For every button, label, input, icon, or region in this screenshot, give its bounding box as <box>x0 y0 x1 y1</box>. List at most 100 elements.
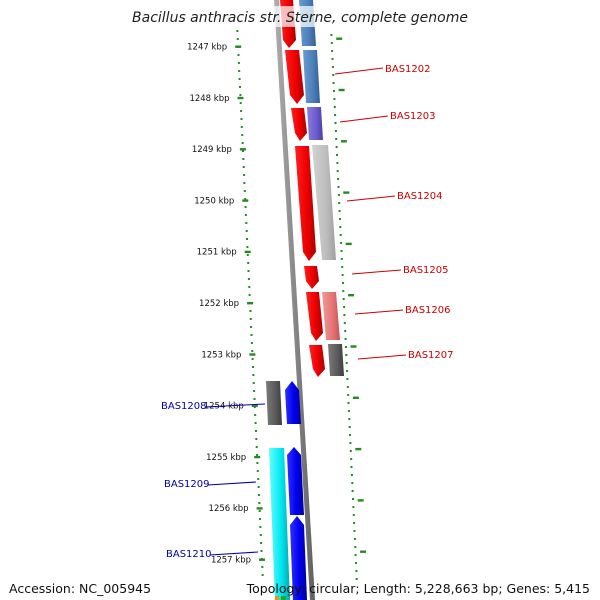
ruler-dot <box>239 94 242 96</box>
feature-block <box>303 50 320 103</box>
gene-label[interactable]: BAS1204 <box>397 191 443 202</box>
ruler-dot <box>350 458 353 460</box>
ruler-dot <box>341 266 344 268</box>
ruler-dot <box>256 470 259 472</box>
ruler-dot <box>339 234 342 236</box>
ruler-dot <box>344 338 347 340</box>
ruler-dot <box>355 570 358 572</box>
ruler-dot <box>352 514 355 516</box>
gene-label[interactable]: BAS1206 <box>405 305 451 316</box>
ruler-dot <box>259 534 262 536</box>
ruler-dot <box>248 286 251 288</box>
ruler-dot <box>237 54 240 56</box>
ruler-dot <box>244 198 247 200</box>
ruler: 1247 kbp 1248 kbp 1249 kbp 1250 kbp 1251 kbp… <box>187 37 367 566</box>
ruler-dot <box>240 126 243 128</box>
gene-label[interactable]: BAS1210 <box>166 549 212 560</box>
ruler-dot <box>352 498 354 500</box>
ruler-dot <box>347 394 350 396</box>
ruler-dot <box>251 358 254 360</box>
ruler-tick-mark <box>340 140 347 143</box>
ruler-tick-mark <box>357 499 364 502</box>
gene-leader-line <box>354 309 404 315</box>
ruler-tick-mark <box>237 96 244 100</box>
ruler-dot <box>333 98 336 100</box>
ruler-dot <box>332 82 335 84</box>
ruler-dot <box>257 494 260 496</box>
ruler-dot <box>260 550 263 552</box>
ruler-dot <box>350 466 353 468</box>
ruler-dot <box>347 402 350 404</box>
ruler-dot <box>348 426 351 428</box>
gene-label[interactable]: BAS1207 <box>408 350 454 361</box>
ruler-dot <box>250 326 253 328</box>
ruler-dot <box>254 422 257 424</box>
ruler-dot <box>247 278 250 280</box>
ruler-dot <box>333 106 336 108</box>
ruler-tick-mark <box>352 396 359 399</box>
gene-label[interactable]: BAS1209 <box>164 479 210 490</box>
ruler-dot <box>342 282 344 284</box>
ruler-dot <box>246 238 248 240</box>
ruler-dot <box>252 366 254 368</box>
ruler-dot <box>261 574 264 576</box>
ruler-dot <box>334 122 337 124</box>
ruler-dot <box>355 578 358 580</box>
gene-label[interactable]: BAS1203 <box>390 111 436 122</box>
ruler-dot <box>336 170 339 172</box>
cds-arrow <box>285 381 301 424</box>
ruler-dot <box>243 174 246 176</box>
ruler-dot <box>238 70 241 72</box>
ruler-dot <box>236 38 239 40</box>
ruler-dot <box>342 298 345 300</box>
cds-arrow <box>287 447 304 515</box>
ruler-dot <box>261 566 264 568</box>
ruler-dot <box>259 518 261 520</box>
ruler-tick-mark <box>355 447 362 451</box>
ruler-dot <box>340 242 343 244</box>
ruler-tick-mark <box>235 45 242 48</box>
cds-arrow <box>291 108 307 141</box>
ruler-dot <box>258 510 261 512</box>
ruler-dot <box>253 390 256 392</box>
ruler-dot <box>246 246 249 248</box>
ruler-dot <box>255 446 258 448</box>
feature-block <box>312 145 336 260</box>
cds-arrow <box>290 516 307 600</box>
ruler-dot <box>250 342 253 344</box>
ruler-dotted-line-right <box>330 34 358 580</box>
ruler-dot <box>355 562 357 564</box>
ruler-dot <box>331 66 334 68</box>
gene-leader-line <box>351 269 402 275</box>
ruler-tick-mark <box>244 250 251 254</box>
ruler-tick-label: 1252 kbp <box>199 299 239 309</box>
feature-block <box>322 292 340 340</box>
gene-label[interactable]: BAS1208 <box>161 401 207 412</box>
ruler-tick-label: 1254 kbp <box>204 402 244 412</box>
ruler-tick-mark <box>343 191 350 194</box>
ruler-dot <box>250 334 253 336</box>
ruler-dot <box>252 382 255 384</box>
ruler-tick-mark <box>348 294 355 297</box>
reverse-strand-track <box>266 381 307 600</box>
ruler-dot <box>256 462 259 464</box>
ruler-dot <box>346 386 349 388</box>
ruler-dot <box>339 218 341 220</box>
ruler-dot <box>347 410 350 412</box>
ruler-dot <box>340 250 343 252</box>
ruler-tick-label: 1253 kbp <box>201 350 241 360</box>
ruler-tick-mark <box>345 242 352 246</box>
ruler-dot <box>342 290 345 292</box>
gene-label[interactable]: BAS1202 <box>385 64 431 75</box>
gene-leader-line <box>204 403 266 408</box>
ruler-dot <box>349 450 352 452</box>
gene-label[interactable]: BAS1205 <box>403 265 449 276</box>
ruler-dot <box>236 30 239 32</box>
ruler-dot <box>331 50 334 52</box>
feature-block <box>275 596 279 600</box>
ruler-dotted-line-left <box>236 30 264 576</box>
ruler-tick-label: 1257 kbp <box>211 556 251 566</box>
ruler-dot <box>243 182 246 184</box>
ruler-dot <box>332 74 335 76</box>
feature-block <box>266 381 282 425</box>
